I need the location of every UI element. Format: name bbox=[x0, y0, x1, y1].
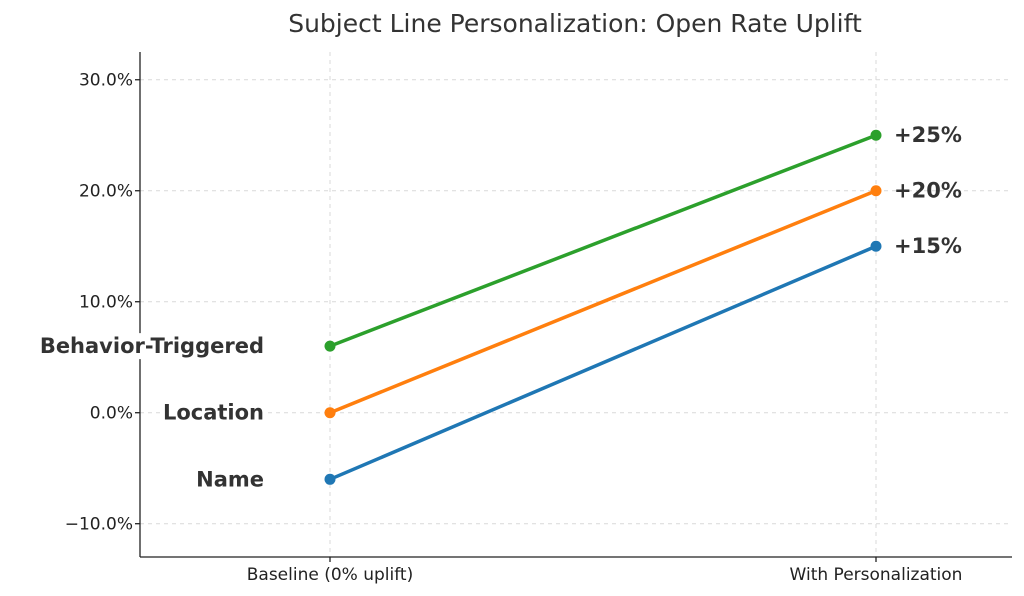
series-name-label: Name bbox=[196, 467, 264, 491]
y-tick-label: 20.0% bbox=[79, 182, 133, 202]
series-label-background bbox=[160, 399, 266, 426]
y-tick-label: −10.0% bbox=[65, 515, 133, 535]
data-point bbox=[324, 473, 336, 485]
y-tick-label: 10.0% bbox=[79, 293, 133, 313]
data-point bbox=[870, 240, 882, 252]
y-axis-ticks: −10.0% 0.0% 10.0% 20.0% 30.0% bbox=[65, 71, 140, 535]
data-point bbox=[324, 407, 336, 419]
series-label-background bbox=[194, 466, 266, 493]
series-name-label: Behavior-Triggered bbox=[40, 334, 264, 358]
chart-title: Subject Line Personalization: Open Rate … bbox=[288, 9, 862, 38]
series-labels: Name +15% Location +20% Behavior-Triggered +2… bbox=[37, 123, 962, 493]
y-tick-label: 30.0% bbox=[79, 71, 133, 91]
grid bbox=[140, 52, 1012, 557]
x-tick-label: With Personalization bbox=[790, 565, 963, 585]
series-end-label: +20% bbox=[894, 179, 962, 203]
series-name-label: Location bbox=[163, 401, 264, 425]
series-end-label: +15% bbox=[894, 234, 962, 258]
data-point bbox=[870, 185, 882, 197]
data-point bbox=[324, 340, 336, 352]
data-point bbox=[870, 129, 882, 141]
axes bbox=[139, 52, 1012, 558]
series-lines bbox=[324, 129, 882, 485]
x-tick-label: Baseline (0% uplift) bbox=[247, 565, 413, 585]
series-line bbox=[328, 244, 878, 482]
x-axis-ticks: Baseline (0% uplift) With Personalization bbox=[247, 557, 963, 585]
series-end-label: +25% bbox=[894, 123, 962, 147]
y-tick-label: 0.0% bbox=[90, 404, 133, 424]
series-label-background bbox=[37, 333, 266, 360]
series-line bbox=[328, 188, 878, 415]
series-line bbox=[328, 133, 878, 348]
